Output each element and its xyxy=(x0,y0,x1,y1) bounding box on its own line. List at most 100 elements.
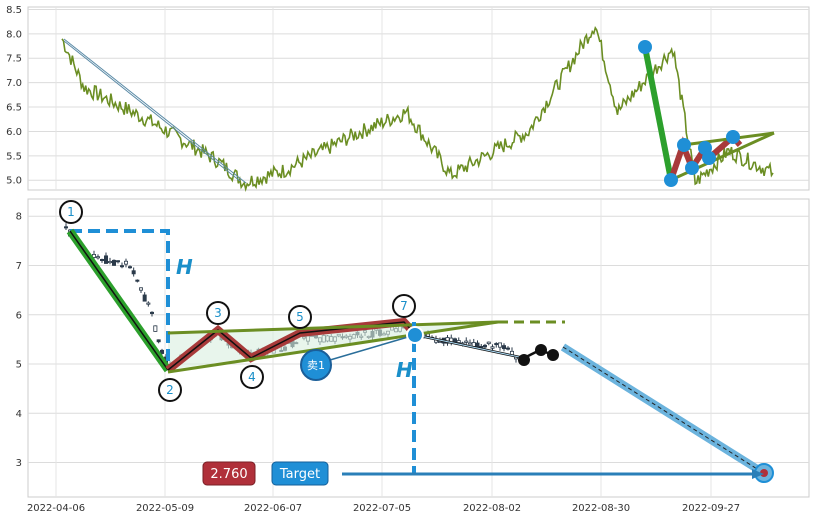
top-price-line xyxy=(61,25,774,193)
candle-body xyxy=(482,344,487,348)
target-projection-line xyxy=(560,343,765,476)
top-y-tick-label: 8.0 xyxy=(6,29,22,40)
candle-body xyxy=(479,345,484,348)
candle-body xyxy=(149,311,154,314)
h-label-right: H xyxy=(396,358,413,382)
candle-body xyxy=(467,342,472,345)
candle-body xyxy=(501,345,506,350)
point-label-4: 4 xyxy=(240,365,264,389)
svg-text:2: 2 xyxy=(166,383,174,397)
bottom-y-tick-label: 5 xyxy=(16,360,22,371)
svg-text:Target: Target xyxy=(279,467,320,482)
candle-body xyxy=(108,261,113,264)
sell-connector xyxy=(329,336,409,361)
top-trendline xyxy=(63,38,247,184)
top-y-tick-label: 7.0 xyxy=(6,78,22,89)
point-label-1: 1 xyxy=(59,200,83,224)
bottom-y-tick-label: 4 xyxy=(16,409,22,420)
bottom-x-axis: 2022-04-06 2022-05-09 2022-06-07 2022-07-05… xyxy=(27,503,740,514)
candle-body xyxy=(120,265,125,268)
candle-body xyxy=(156,339,161,343)
bottom-x-tick-label: 2022-08-30 xyxy=(572,503,630,514)
bottom-y-axis: 8 7 6 5 4 3 xyxy=(16,212,22,469)
svg-text:7: 7 xyxy=(400,299,408,313)
candle-body xyxy=(146,302,151,305)
bottom-y-tick-label: 8 xyxy=(16,212,22,223)
bottom-grid xyxy=(28,199,809,497)
top-pattern-point xyxy=(638,40,652,54)
sell-badge: 卖1 xyxy=(300,349,332,381)
candle-body xyxy=(159,349,164,354)
candle-body xyxy=(104,255,109,264)
candle-body xyxy=(116,260,121,263)
candle-body xyxy=(124,260,129,265)
candle-body xyxy=(153,325,158,332)
lower-boundary-line xyxy=(167,320,499,374)
candle-body xyxy=(138,287,143,291)
top-trendline-2 xyxy=(63,40,241,182)
point-label-3: 3 xyxy=(206,301,230,325)
top-pattern-leg-green xyxy=(642,46,674,181)
candle-body xyxy=(437,341,442,344)
candle-body xyxy=(456,340,461,343)
candle-body xyxy=(142,294,147,302)
bottom-x-tick-label: 2022-06-07 xyxy=(244,503,302,514)
candle-body xyxy=(494,343,499,346)
svg-text:3: 3 xyxy=(214,306,222,320)
target-value-badge: 2.760 xyxy=(202,461,256,486)
projection-line-light xyxy=(415,334,525,359)
candle-body xyxy=(505,347,510,350)
h-label-left: H xyxy=(176,255,193,279)
candle-body xyxy=(490,346,495,349)
target-arrow-head xyxy=(752,469,764,479)
candle-body xyxy=(100,259,105,262)
top-pattern-point xyxy=(726,130,740,144)
bottom-panel-frame xyxy=(27,198,810,498)
top-y-tick-label: 6.5 xyxy=(6,103,22,114)
candle-body xyxy=(112,259,117,266)
bottom-x-tick-label: 2022-09-27 xyxy=(682,503,740,514)
point-label-2: 2 xyxy=(158,378,182,402)
svg-text:2.760: 2.760 xyxy=(210,467,247,482)
top-y-tick-label: 7.5 xyxy=(6,54,22,65)
bottom-x-tick-label: 2022-05-09 xyxy=(136,503,194,514)
top-pattern-point xyxy=(702,151,716,165)
top-y-axis: 8.5 8.0 7.5 7.0 6.5 6.0 5.5 5.0 xyxy=(6,5,22,187)
bottom-x-tick-label: 2022-08-02 xyxy=(463,503,521,514)
candle-body xyxy=(464,340,469,343)
candle-body xyxy=(497,342,502,348)
black-marker xyxy=(547,349,559,361)
bottom-x-tick-label: 2022-04-06 xyxy=(27,503,85,514)
svg-text:1: 1 xyxy=(67,205,75,219)
top-y-tick-label: 6.0 xyxy=(6,127,22,138)
top-pattern-point xyxy=(677,138,691,152)
candle-body xyxy=(127,266,132,269)
bottom-y-tick-label: 7 xyxy=(16,261,22,272)
h-box-dashed xyxy=(70,229,170,370)
candle-body xyxy=(131,270,136,275)
sell-point-marker xyxy=(406,326,424,344)
top-pattern-point xyxy=(664,173,678,187)
candle-body xyxy=(486,341,491,345)
top-y-tick-label: 5.0 xyxy=(6,176,22,187)
black-marker xyxy=(518,354,530,366)
svg-text:卖1: 卖1 xyxy=(307,359,325,372)
upper-boundary-line xyxy=(167,320,499,335)
top-y-tick-label: 5.5 xyxy=(6,151,22,162)
candle-body xyxy=(96,256,101,259)
point-label-7: 7 xyxy=(392,294,416,318)
bottom-y-tick-label: 6 xyxy=(16,310,22,321)
top-y-tick-label: 8.5 xyxy=(6,5,22,16)
point-label-5: 5 xyxy=(288,305,312,329)
candle-body xyxy=(64,226,69,229)
candle-body xyxy=(135,279,140,282)
top-pattern-overlay xyxy=(638,40,775,187)
target-point-inner xyxy=(760,469,768,477)
top-pattern-point xyxy=(685,161,699,175)
bottom-x-tick-label: 2022-07-05 xyxy=(353,503,411,514)
svg-text:5: 5 xyxy=(296,310,304,324)
pattern-leg-green-core xyxy=(69,230,169,371)
target-label-badge: Target xyxy=(271,461,329,486)
